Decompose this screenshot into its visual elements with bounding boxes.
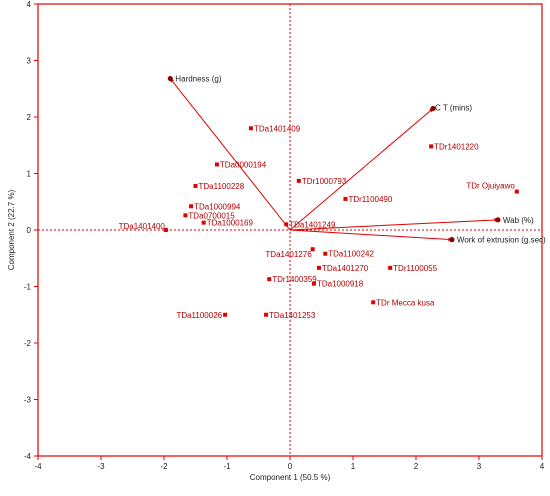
data-point-label: TDa0700015 bbox=[188, 211, 235, 220]
data-point bbox=[193, 183, 198, 188]
data-point bbox=[248, 126, 253, 131]
x-tick-label: 1 bbox=[351, 462, 356, 471]
data-point bbox=[388, 265, 393, 270]
data-point-label: TDa1401409 bbox=[254, 124, 301, 133]
data-point-label: TDa1401400 bbox=[119, 222, 166, 231]
data-point-label: TDa1100242 bbox=[328, 250, 374, 259]
data-point bbox=[214, 162, 219, 167]
y-tick-label: 0 bbox=[27, 226, 32, 235]
y-tick-label: 3 bbox=[27, 57, 32, 66]
data-point bbox=[189, 204, 194, 209]
data-point bbox=[223, 312, 228, 317]
data-point-label: TDa1401249 bbox=[289, 220, 336, 229]
y-tick-label: -1 bbox=[24, 283, 32, 292]
loading-vector-label: Hardness (g) bbox=[175, 75, 222, 84]
data-point bbox=[429, 144, 434, 149]
data-point bbox=[163, 228, 168, 232]
data-point-label: TDr1401220 bbox=[434, 142, 479, 151]
x-axis-title: Component 1 (50.5 %) bbox=[250, 473, 331, 482]
x-tick-label: -1 bbox=[223, 462, 231, 471]
data-point-label: TDa1000918 bbox=[317, 280, 364, 289]
x-tick-label: -4 bbox=[34, 462, 42, 471]
data-point-label: TDr1100490 bbox=[348, 195, 392, 204]
data-point bbox=[201, 220, 206, 225]
loading-vector-tip bbox=[430, 105, 436, 112]
loading-vector-label: C T (mins) bbox=[435, 104, 472, 113]
data-point bbox=[264, 312, 269, 317]
y-tick-label: -2 bbox=[24, 339, 32, 348]
data-point-label: TDa1000169 bbox=[207, 219, 254, 228]
y-tick-label: -4 bbox=[24, 452, 32, 461]
data-point-label: TDr Ojuiyawo bbox=[466, 182, 515, 191]
x-tick-label: 3 bbox=[477, 462, 482, 471]
data-point bbox=[284, 222, 289, 227]
data-point bbox=[310, 247, 315, 252]
loading-vector-tip bbox=[449, 237, 455, 243]
data-point bbox=[371, 300, 376, 305]
data-point-label: TDa1000994 bbox=[194, 202, 241, 211]
y-tick-label: 2 bbox=[27, 113, 32, 122]
data-point bbox=[316, 265, 321, 270]
y-tick-label: 4 bbox=[27, 0, 32, 9]
y-axis-title: Component 2 (22.7 %) bbox=[7, 189, 16, 270]
data-point-label: TDr1100055 bbox=[393, 264, 437, 273]
loading-vector bbox=[169, 78, 291, 231]
x-tick-label: -2 bbox=[160, 462, 168, 471]
x-tick-label: -3 bbox=[97, 462, 105, 471]
data-point-label: TDr1000793 bbox=[302, 177, 347, 186]
loading-vector bbox=[289, 108, 434, 231]
data-point-label: TDa1100228 bbox=[199, 182, 245, 191]
data-point-label: TDa1401276 bbox=[265, 250, 312, 259]
data-point bbox=[343, 196, 348, 201]
loading-vector-label: Wab (%) bbox=[503, 216, 534, 225]
data-point bbox=[296, 178, 301, 183]
data-point bbox=[183, 213, 188, 218]
data-point-label: TDr Mecca kusa bbox=[376, 298, 435, 307]
loading-vector bbox=[289, 218, 499, 231]
data-point-label: TDa0000194 bbox=[220, 160, 267, 169]
data-point-label: TDa1401270 bbox=[322, 264, 369, 273]
x-tick-label: 0 bbox=[288, 462, 293, 471]
data-point-label: TDa1401253 bbox=[269, 311, 316, 320]
loading-vector-tip bbox=[167, 75, 173, 82]
y-tick-label: 1 bbox=[27, 170, 32, 179]
data-point bbox=[267, 277, 272, 282]
y-tick-label: -3 bbox=[24, 396, 32, 405]
data-point bbox=[311, 281, 316, 286]
loading-vector bbox=[289, 229, 453, 242]
x-tick-label: 4 bbox=[540, 462, 545, 471]
data-point bbox=[323, 251, 328, 256]
data-point-label: TDa1100026 bbox=[176, 311, 222, 320]
x-tick-label: 2 bbox=[414, 462, 419, 471]
data-point-label: TDr1400359 bbox=[272, 275, 317, 284]
data-point bbox=[514, 189, 519, 194]
loading-vector-tip bbox=[495, 217, 501, 223]
loading-vector-label: Work of extrusion (g.sec) bbox=[457, 236, 546, 245]
